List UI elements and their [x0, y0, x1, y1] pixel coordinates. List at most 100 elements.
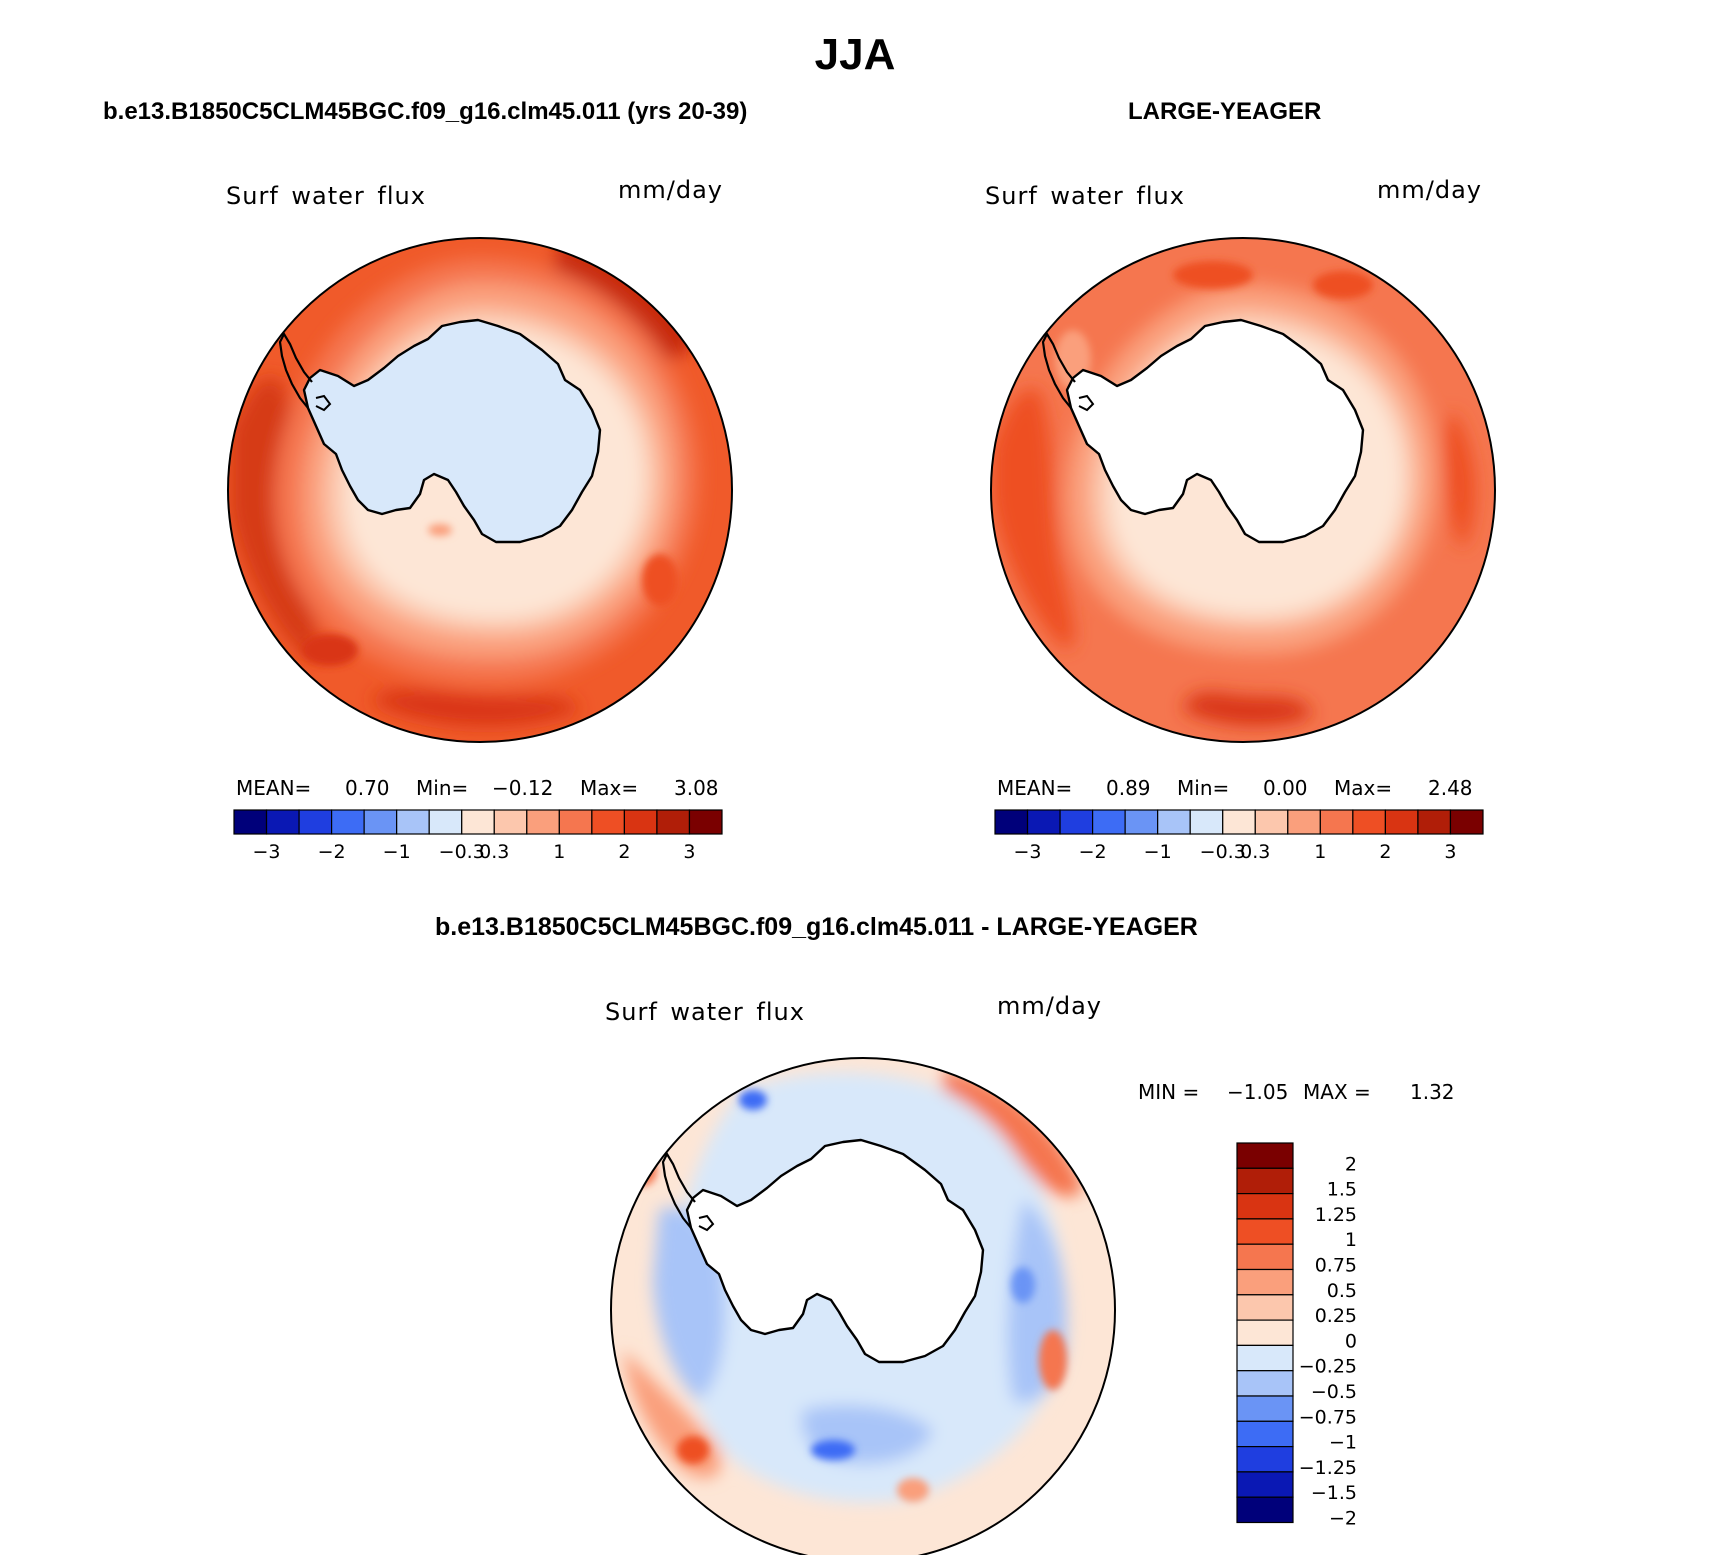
- difference-min-value: −1.05: [1227, 1080, 1289, 1104]
- obs-colorbar-swatch: [1189, 809, 1224, 835]
- model-colorbar-tick-label: −0.3: [439, 841, 485, 863]
- obs-mean-value: 0.89: [1106, 776, 1151, 800]
- difference-colorbar-swatch: [1236, 1471, 1294, 1498]
- difference-colorbar-swatch: [1236, 1395, 1294, 1422]
- model-max-value: 3.08: [674, 776, 719, 800]
- difference-colorbar-swatch: [1236, 1344, 1294, 1372]
- obs-mean-label: MEAN=: [997, 776, 1073, 800]
- difference-colorbar-swatch: [1236, 1420, 1294, 1448]
- obs-colorbar-swatch: [1157, 809, 1191, 835]
- difference-colorbar-tick-label: −0.5: [1311, 1381, 1357, 1403]
- difference-variable-label: Surf water flux: [605, 998, 805, 1026]
- obs-colorbar-tick-label: −3: [1014, 841, 1042, 863]
- difference-colorbar-tick-label: 0.75: [1315, 1255, 1357, 1277]
- model-mean-value: 0.70: [345, 776, 390, 800]
- model-polar-map: [227, 237, 733, 743]
- difference-colorbar-tick-label: 1: [1345, 1229, 1357, 1251]
- difference-colorbar-tick-label: 0.25: [1315, 1305, 1357, 1327]
- obs-colorbar-swatch: [994, 809, 1029, 835]
- obs-colorbar: −3 −2 −1 −0.30.3 1 2 3: [994, 809, 1484, 863]
- obs-colorbar-tick-label: −1: [1144, 841, 1172, 863]
- model-colorbar-tick-label: 3: [683, 841, 695, 863]
- model-colorbar-swatch: [493, 809, 528, 835]
- difference-colorbar-swatch: [1236, 1243, 1294, 1271]
- obs-colorbar-tick-label: 3: [1444, 841, 1456, 863]
- model-colorbar-swatch: [396, 809, 430, 835]
- model-colorbar-swatch: [330, 809, 365, 835]
- model-colorbar-tick-label: 1: [553, 841, 565, 863]
- obs-polar-map: [990, 237, 1496, 743]
- obs-field-dark-e: [1444, 410, 1476, 550]
- difference-field-pos-ne: [943, 1070, 1083, 1197]
- difference-colorbar-swatch: [1236, 1496, 1294, 1524]
- difference-colorbar-tick-label: −1.25: [1299, 1457, 1357, 1479]
- difference-colorbar-tick-label: 1.25: [1315, 1204, 1357, 1226]
- model-colorbar-swatch: [461, 809, 495, 835]
- difference-colorbar-tick-label: −0.25: [1299, 1356, 1357, 1378]
- obs-colorbar-swatch: [1287, 809, 1321, 835]
- difference-max-label: MAX =: [1303, 1080, 1371, 1104]
- difference-field-blob-5: [1039, 1330, 1067, 1390]
- difference-colorbar-tick-label: −0.75: [1299, 1406, 1357, 1428]
- model-colorbar-swatch: [265, 809, 300, 835]
- obs-max-label: Max=: [1334, 776, 1393, 800]
- obs-colorbar-tick-label: 2: [1379, 841, 1391, 863]
- obs-colorbar-tick-label: 0.3: [1240, 841, 1270, 863]
- obs-panel-header: LARGE-YEAGER: [1128, 98, 1322, 125]
- difference-colorbar-swatch: [1236, 1167, 1294, 1195]
- difference-colorbar-swatch: [1236, 1294, 1294, 1321]
- model-colorbar-tick-label: 0.3: [479, 841, 509, 863]
- obs-field-dark-s: [1183, 692, 1313, 726]
- model-field-dark-ne: [550, 240, 700, 361]
- obs-colorbar-swatch: [1319, 809, 1354, 835]
- model-colorbar-swatch: [623, 809, 658, 835]
- difference-field-blob-1: [739, 1090, 767, 1110]
- obs-colorbar-swatch: [1124, 809, 1159, 835]
- model-field-patch-1: [302, 634, 358, 666]
- difference-panel-header: b.e13.B1850C5CLM45BGC.f09_g16.clm45.011 …: [435, 913, 1198, 941]
- obs-colorbar-swatch: [1384, 809, 1419, 835]
- model-max-label: Max=: [580, 776, 639, 800]
- difference-field-blob-3: [1011, 1267, 1035, 1303]
- difference-field-blob-7: [897, 1478, 929, 1502]
- model-ice-shelf: [315, 394, 332, 412]
- difference-colorbar-swatch: [1236, 1218, 1294, 1245]
- difference-colorbar-swatch: [1236, 1192, 1294, 1220]
- model-field-patch-2: [642, 554, 678, 606]
- model-peninsula: [278, 331, 313, 409]
- obs-colorbar-tick-label: 1: [1314, 841, 1326, 863]
- obs-colorbar-tick-label: −2: [1079, 841, 1107, 863]
- difference-colorbar-swatch: [1236, 1370, 1294, 1397]
- difference-colorbar-swatch: [1236, 1268, 1294, 1296]
- obs-colorbar-swatch: [1026, 809, 1061, 835]
- difference-colorbar-tick-label: 0.5: [1327, 1280, 1357, 1302]
- difference-colorbar-tick-label: 1.5: [1327, 1179, 1357, 1201]
- model-colorbar-tick-label: −3: [253, 841, 281, 863]
- model-field-patch-3: [428, 524, 452, 536]
- obs-min-label: Min=: [1177, 776, 1230, 800]
- difference-colorbar-tick-label: −1: [1329, 1432, 1357, 1454]
- model-colorbar-swatch: [428, 809, 463, 835]
- difference-field-blob-2: [811, 1440, 855, 1460]
- obs-colorbar-swatch: [1222, 809, 1256, 835]
- obs-field-dark-w: [991, 388, 1075, 650]
- difference-colorbar: 2 1.5 1.25 1 0.75 0.5 0.25 0 −0.25 −0.5 −0.75 −1 −1.…: [1236, 1142, 1357, 1530]
- model-colorbar: −3 −2 −1 −0.30.3 1 2 3: [233, 809, 723, 863]
- obs-colorbar-swatch: [1091, 809, 1126, 835]
- model-variable-label: Surf water flux: [226, 182, 426, 210]
- model-colorbar-swatch: [558, 809, 593, 835]
- difference-units-label: mm/day: [997, 992, 1102, 1020]
- difference-field-blob-4: [677, 1436, 709, 1464]
- difference-colorbar-tick-label: −1.5: [1311, 1482, 1357, 1504]
- model-colorbar-swatch: [298, 809, 333, 835]
- model-colorbar-swatch: [233, 809, 268, 835]
- model-mean-label: MEAN=: [236, 776, 312, 800]
- difference-colorbar-swatch: [1236, 1142, 1294, 1169]
- model-colorbar-swatch: [688, 809, 723, 835]
- obs-units-label: mm/day: [1377, 176, 1482, 204]
- model-colorbar-tick-label: −2: [318, 841, 346, 863]
- difference-colorbar-swatch: [1236, 1446, 1294, 1473]
- difference-polar-map: [610, 1057, 1116, 1555]
- obs-colorbar-swatch: [1449, 809, 1484, 835]
